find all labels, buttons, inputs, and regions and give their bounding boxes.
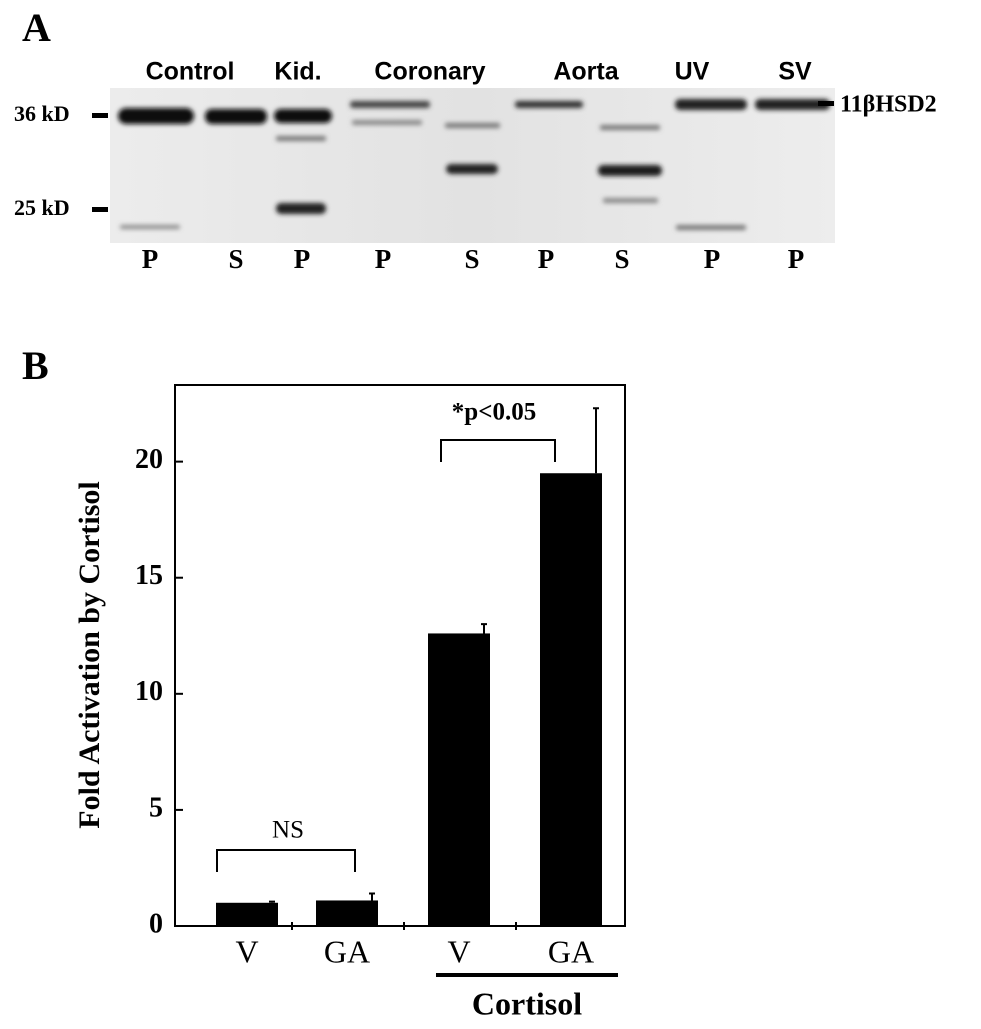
lane-label: P <box>704 244 721 274</box>
marker-label: 25 kD <box>14 195 70 220</box>
y-tick-label: 0 <box>149 908 163 939</box>
bar <box>428 633 490 926</box>
group-label: Coronary <box>374 58 485 86</box>
marker-label: 36 kD <box>14 101 70 126</box>
group-label: SV <box>778 58 812 86</box>
lane-label: P <box>788 244 805 274</box>
bracket <box>440 439 556 462</box>
lane-label: S <box>464 244 479 274</box>
group-label: UV <box>675 58 710 86</box>
error-bar <box>481 623 487 634</box>
y-tick-label: 20 <box>135 444 163 475</box>
bar <box>216 902 278 926</box>
x-tick-label: V <box>447 933 470 969</box>
blot-image <box>110 88 835 243</box>
panel-label: B <box>22 343 49 388</box>
lane-label: P <box>142 244 159 274</box>
plot-frame <box>174 384 626 927</box>
y-tick-label: 10 <box>135 676 163 707</box>
y-tick-label: 15 <box>135 560 163 591</box>
marker-tick <box>92 207 108 212</box>
group-label: Aorta <box>553 58 619 86</box>
y-axis-label: Fold Activation by Cortisol <box>73 481 106 829</box>
panel-label: A <box>22 5 51 50</box>
error-bar <box>369 892 375 901</box>
error-bar <box>269 900 275 903</box>
error-bar <box>593 407 599 474</box>
group-label: Control <box>146 58 235 86</box>
annotation: NS <box>272 817 304 844</box>
lane-label: S <box>228 244 243 274</box>
lane-label: P <box>294 244 311 274</box>
group-label: Kid. <box>274 58 321 86</box>
group-label: Cortisol <box>472 985 582 1021</box>
lane-label: P <box>375 244 392 274</box>
marker-tick <box>818 101 834 106</box>
bar <box>540 473 602 926</box>
x-tick-label: GA <box>324 933 370 969</box>
annotation: *p<0.05 <box>452 399 536 426</box>
bar <box>316 900 378 926</box>
bracket <box>216 849 356 872</box>
lane-label: P <box>538 244 555 274</box>
protein-label: 11βHSD2 <box>840 92 937 118</box>
lane-label: S <box>614 244 629 274</box>
x-tick-label: V <box>235 933 258 969</box>
x-tick-label: GA <box>548 933 594 969</box>
y-tick-label: 5 <box>149 792 163 823</box>
marker-tick <box>92 113 108 118</box>
